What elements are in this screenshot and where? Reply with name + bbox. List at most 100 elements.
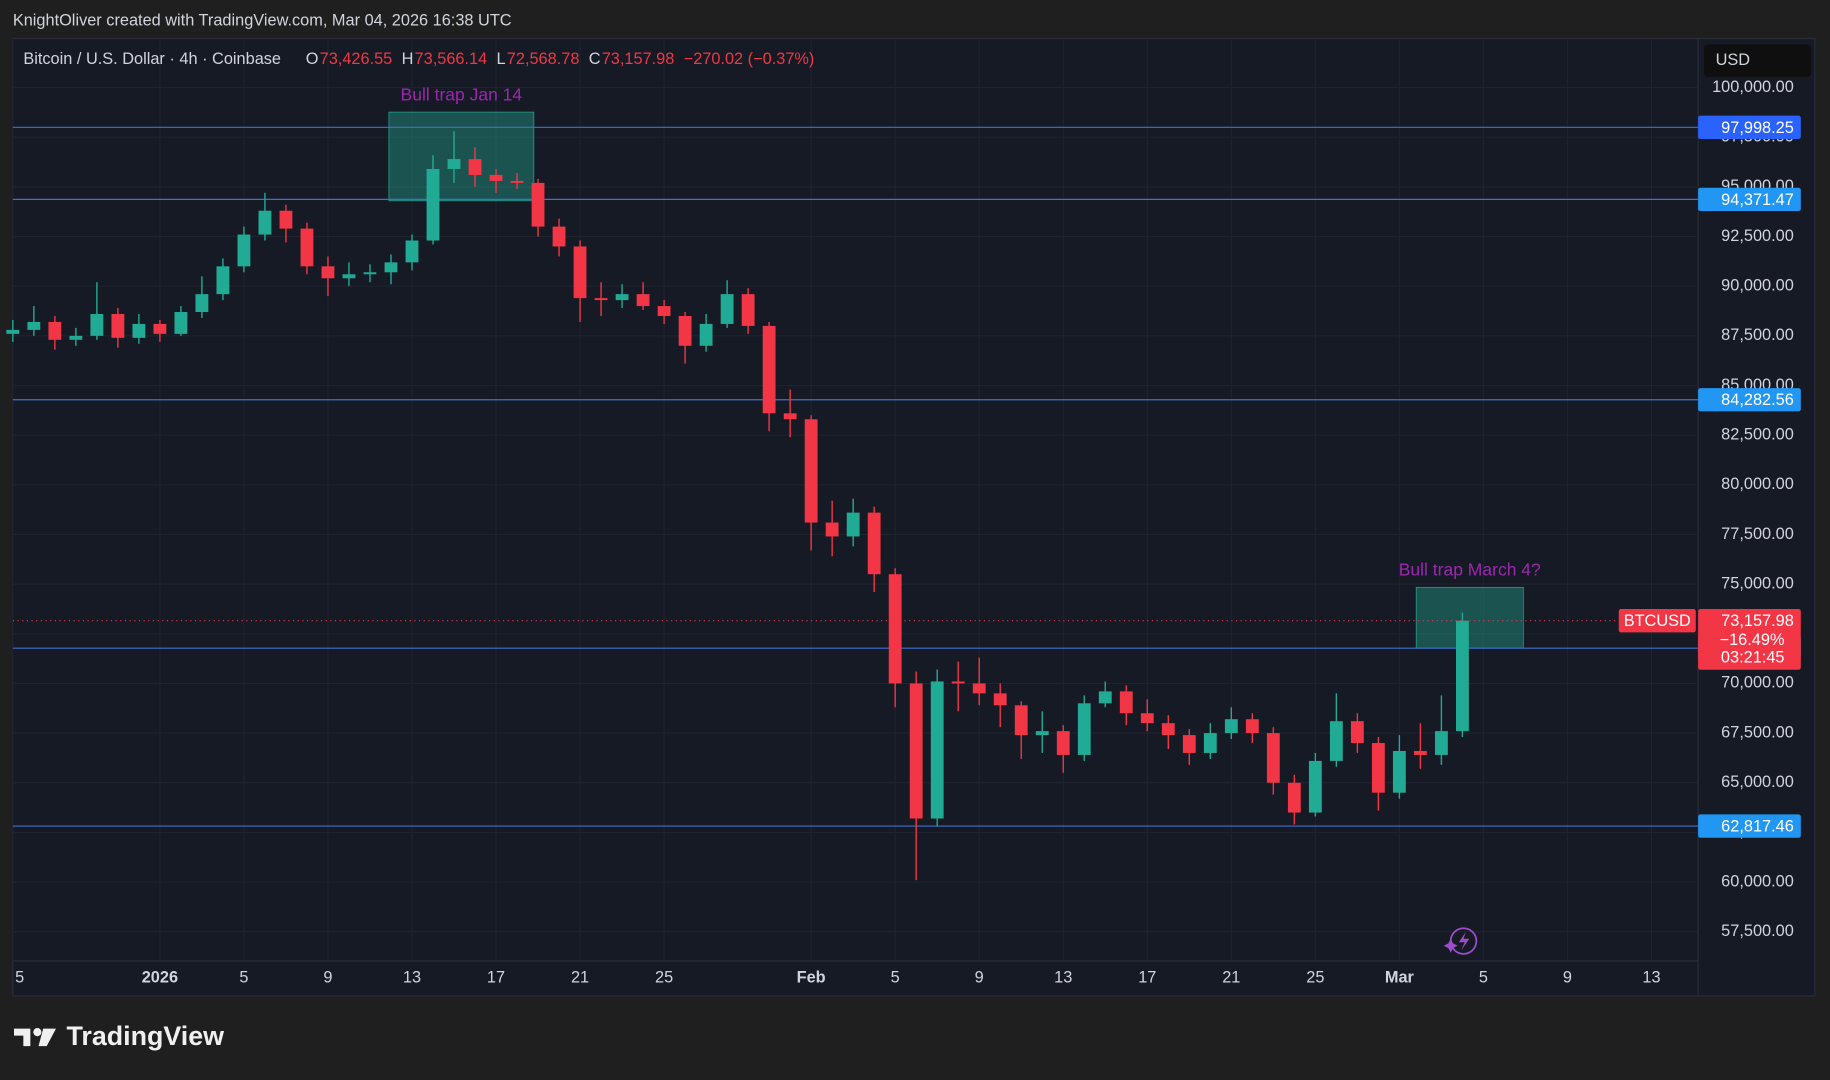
candle-body [1434, 731, 1448, 755]
price-label: 94,371.47 [1721, 191, 1794, 209]
candle-body [300, 228, 314, 267]
x-tick-label: 9 [975, 969, 984, 987]
x-tick-label: 5 [239, 969, 248, 987]
candle-body [993, 693, 1007, 706]
candle-body [1392, 750, 1406, 793]
chart-panel [12, 37, 1816, 997]
candle-body [153, 323, 167, 334]
legend-value: 72,568.78 [507, 50, 580, 68]
credit: KnightOliver created with TradingView.co… [13, 11, 512, 29]
y-tick-label: 80,000.00 [1721, 475, 1794, 493]
zone-label: Bull trap March 4? [1399, 560, 1541, 580]
candle-body [825, 522, 839, 537]
x-tick-label: 13 [403, 969, 421, 987]
x-tick-label: 9 [1563, 969, 1572, 987]
candle-body [111, 314, 125, 338]
x-tick-label: 21 [1222, 969, 1240, 987]
price-label-box [1698, 115, 1801, 140]
candle-body [615, 294, 629, 301]
candle-body [426, 169, 440, 241]
x-tick-label: 17 [487, 969, 505, 987]
y-tick-label: 57,500.00 [1721, 922, 1794, 940]
candle-body [27, 321, 41, 330]
candle-body [6, 329, 20, 334]
candle-body [405, 240, 419, 263]
candle-body [1413, 750, 1427, 755]
symbol-box [1618, 609, 1696, 633]
candle-body [1287, 782, 1301, 813]
last-change: −16.49% [1720, 631, 1785, 649]
candle-body [972, 683, 986, 694]
candle-body [636, 294, 650, 307]
zone-box [1415, 586, 1524, 649]
candle-body [1056, 731, 1070, 755]
candle-body [90, 314, 104, 336]
candle-body [1035, 731, 1049, 736]
x-tick-label: 2026 [142, 969, 178, 987]
price-label-box [1698, 187, 1801, 212]
price-label: 84,282.56 [1721, 391, 1794, 409]
x-tick-label: 5 [891, 969, 900, 987]
candle-body [1161, 723, 1175, 736]
candle-body [48, 321, 62, 340]
candle-body [1455, 620, 1469, 732]
legend-value: 73,426.55 [320, 50, 393, 68]
marks [6, 111, 1699, 881]
currency-label[interactable]: USD [1716, 51, 1751, 69]
candle-body [930, 681, 944, 819]
candle-body [531, 182, 545, 227]
x-tick-label: 13 [1054, 969, 1072, 987]
candle-body [741, 294, 755, 326]
logo-text: TradingView [67, 1021, 225, 1051]
candle-body [678, 315, 692, 346]
candle-body [1077, 703, 1091, 755]
legend: O 73,426.55 H 73,566.14 L 72,568.78 C 73,157.98… [306, 50, 815, 68]
zone-box [388, 111, 535, 202]
y-tick-label: 92,500.00 [1721, 227, 1794, 245]
lightning-icon [1443, 927, 1478, 955]
candle-body [342, 274, 356, 279]
y-tick-label: 87,500.00 [1721, 326, 1794, 344]
y-tick-label: 67,500.00 [1721, 723, 1794, 741]
candle-body [1350, 721, 1364, 744]
candle-body [1266, 733, 1280, 783]
x-tick-label: 25 [1306, 969, 1324, 987]
candle-body [1308, 760, 1322, 813]
candle-body [1371, 743, 1385, 793]
x-tick-label: Mar [1385, 969, 1415, 987]
legend-change: −270.02 (−0.37%) [684, 50, 815, 68]
candle-body [720, 294, 734, 324]
candle-body [1140, 713, 1154, 724]
y-tick-label: 70,000.00 [1721, 674, 1794, 692]
y-tick-label: 65,000.00 [1721, 773, 1794, 791]
x-tick-label: 17 [1138, 969, 1156, 987]
currency-button[interactable] [1703, 44, 1812, 78]
candle-body [510, 180, 524, 183]
price-label-box [1698, 814, 1801, 838]
candle-body [237, 234, 251, 267]
candle-body [1098, 691, 1112, 704]
candle-body [909, 683, 923, 819]
candle-body [1119, 691, 1133, 714]
legend-key: L [497, 50, 506, 68]
countdown: 03:21:45 [1721, 648, 1785, 666]
candle-body [804, 419, 818, 523]
candle-body [489, 174, 503, 181]
candle-body [468, 159, 482, 175]
x-tick-label: 25 [655, 969, 673, 987]
candle-body [573, 246, 587, 299]
y-tick-label: 90,000.00 [1721, 277, 1794, 295]
x-tick-label: 5 [15, 969, 24, 987]
y-tick-label: 82,500.00 [1721, 425, 1794, 443]
legend-key: C [589, 50, 601, 68]
candle-body [657, 306, 671, 316]
y-tick-label: 77,500.00 [1721, 525, 1794, 543]
last-price: 73,157.98 [1721, 612, 1794, 630]
candle-body [195, 294, 209, 313]
y-tick-label: 60,000.00 [1721, 872, 1794, 890]
logo [14, 1028, 57, 1047]
candle-body [699, 323, 713, 346]
candle-body [384, 262, 398, 273]
candle-body [762, 325, 776, 414]
